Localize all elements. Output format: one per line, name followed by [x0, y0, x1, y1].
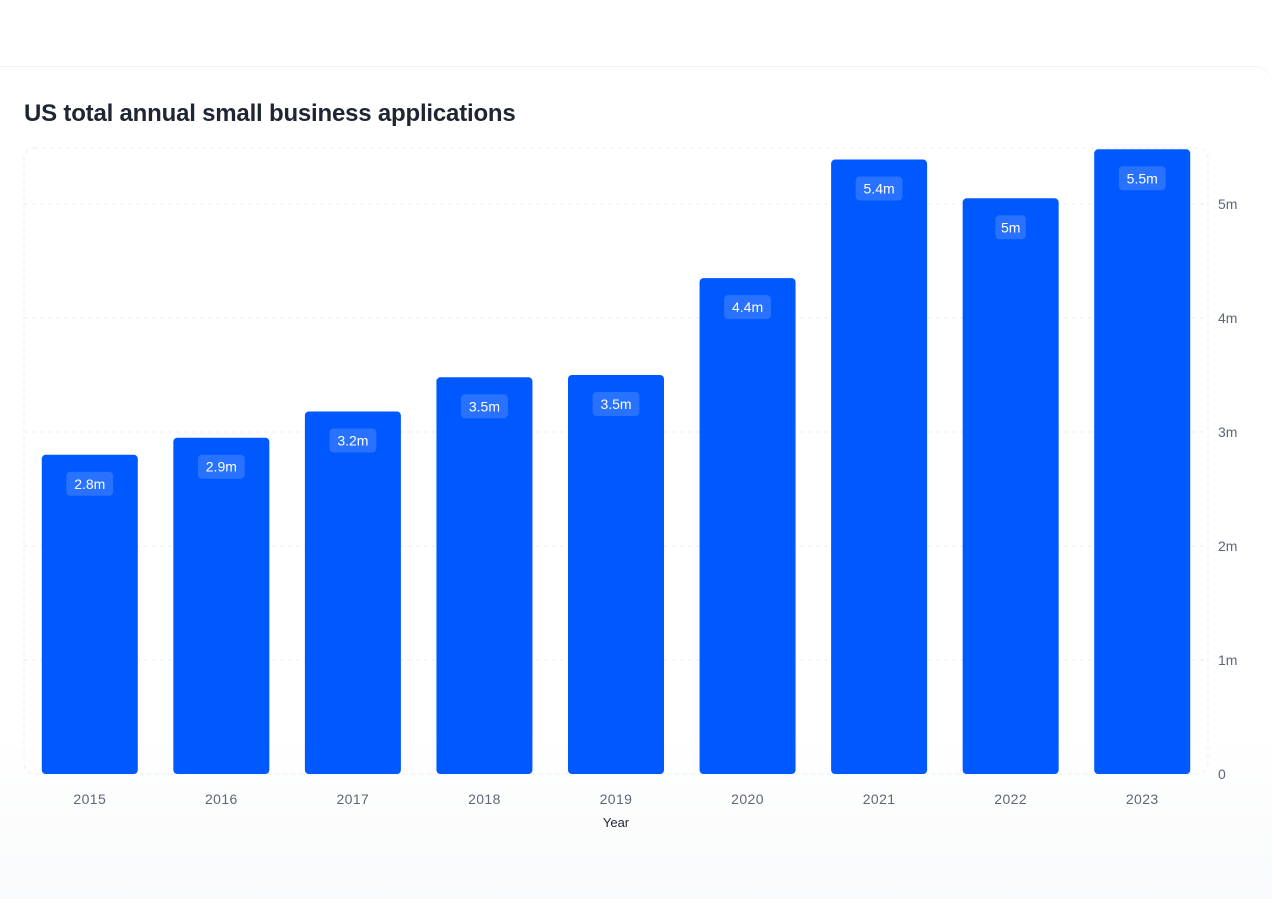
- data-label: 3.5m: [600, 396, 631, 412]
- data-label-background: [724, 295, 771, 320]
- x-tick-label: 2020: [731, 791, 764, 807]
- data-label-background: [855, 176, 903, 201]
- bar: [41, 454, 138, 774]
- data-label-background: [1118, 166, 1166, 191]
- bar: [1094, 149, 1191, 774]
- x-tick-label: 2023: [1126, 791, 1159, 807]
- bar: [304, 411, 401, 774]
- bar: [831, 159, 928, 775]
- y-tick-label: 1m: [1218, 652, 1237, 668]
- data-label: 2.8m: [74, 476, 105, 492]
- data-label-background: [66, 471, 114, 496]
- data-label: 5.5m: [1127, 170, 1158, 186]
- data-label-background: [329, 428, 377, 453]
- bar: [699, 278, 796, 774]
- data-label: 5m: [1001, 219, 1020, 235]
- x-axis-title: Year: [603, 815, 630, 830]
- data-label: 3.5m: [469, 398, 500, 414]
- data-label: 4.4m: [732, 299, 763, 315]
- y-tick-label: 3m: [1218, 424, 1237, 440]
- data-label: 2.9m: [206, 459, 237, 475]
- data-label-background: [592, 392, 640, 416]
- x-tick-label: 2018: [468, 791, 501, 807]
- data-label: 5.4m: [864, 181, 895, 197]
- data-label-background: [461, 394, 508, 419]
- y-tick-label: 5m: [1218, 196, 1237, 212]
- x-tick-label: 2022: [994, 791, 1027, 807]
- data-label-background: [197, 454, 245, 479]
- plot-area-border: [23, 147, 1209, 775]
- y-tick-label: 4m: [1218, 310, 1237, 326]
- y-tick-label: 0: [1218, 766, 1226, 782]
- bar: [173, 437, 270, 774]
- bar: [436, 377, 533, 774]
- x-tick-label: 2015: [73, 791, 106, 807]
- y-tick-label: 2m: [1218, 538, 1237, 554]
- x-tick-label: 2021: [863, 791, 896, 807]
- x-tick-label: 2016: [205, 791, 238, 807]
- data-label-background: [995, 215, 1026, 240]
- chart-title: US total annual small business applicati…: [24, 100, 516, 127]
- bar: [568, 375, 664, 774]
- bar: [962, 198, 1059, 775]
- data-label: 3.2m: [337, 432, 368, 448]
- x-tick-label: 2019: [600, 791, 633, 807]
- x-tick-label: 2017: [337, 791, 370, 807]
